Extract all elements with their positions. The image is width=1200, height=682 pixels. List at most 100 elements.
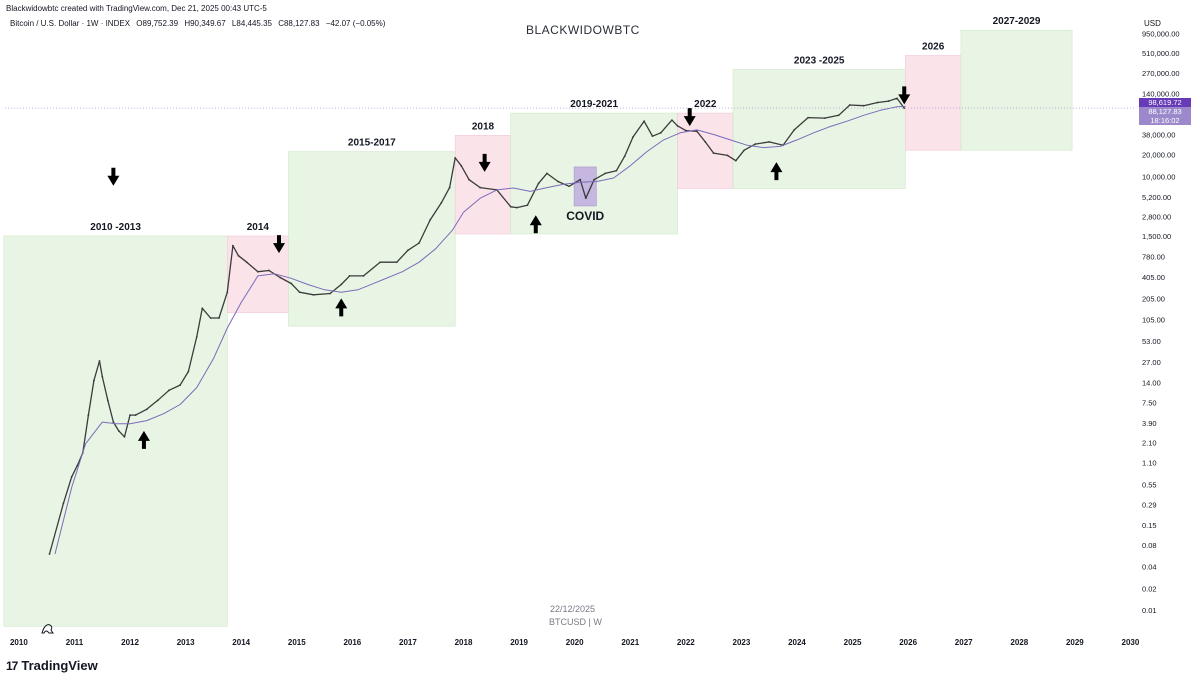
zone-9 [960, 29, 1073, 151]
price-point-62 [623, 155, 626, 158]
arrow-down-6 [683, 108, 696, 127]
price-point-5 [87, 414, 90, 416]
zone-label-8: 2026 [922, 41, 945, 52]
y-tick-label-8: 2,800.00 [1142, 212, 1171, 221]
y-tick-label-13: 105.00 [1142, 315, 1165, 324]
x-tick-label-15: 2025 [844, 638, 862, 647]
last-price-tag: 88,127.83 [1139, 107, 1191, 116]
price-point-58 [584, 197, 587, 200]
price-point-27 [245, 261, 248, 264]
price-point-25 [231, 244, 234, 247]
price-point-80 [807, 116, 809, 119]
price-point-40 [407, 249, 409, 252]
zone-8 [905, 55, 962, 151]
x-tick-label-18: 2028 [1010, 638, 1028, 647]
zone-labels-layer: 2010 -2013 2014 2015-2017 2018 2019-2021 COVI… [90, 16, 1041, 233]
price-point-17 [168, 389, 170, 392]
x-tick-label-17: 2027 [955, 638, 973, 647]
x-tick-label-1: 2011 [66, 638, 84, 647]
arrow-down-8 [898, 86, 911, 105]
x-tick-label-16: 2026 [899, 638, 917, 647]
y-tick-label-7: 5,200.00 [1142, 193, 1171, 202]
price-point-75 [743, 149, 746, 152]
y-tick-label-24: 0.08 [1142, 541, 1157, 550]
price-point-21 [201, 307, 204, 310]
price-point-82 [837, 114, 840, 117]
arrows-layer [107, 86, 911, 449]
attribution-text: Blackwidowbtc created with TradingView.c… [6, 4, 267, 13]
ohlc-change: −42.07 (−0.05%) [325, 19, 386, 28]
tradingview-logo[interactable]: 17 TradingView [6, 658, 98, 673]
y-tick-label-21: 0.55 [1142, 480, 1157, 489]
price-point-79 [793, 128, 796, 131]
price-point-81 [823, 117, 826, 119]
tradingview-logo-icon: 17 [6, 658, 18, 673]
y-tick-label-16: 14.00 [1142, 379, 1161, 388]
price-point-37 [362, 275, 365, 277]
x-tick-label-11: 2021 [621, 638, 639, 647]
x-tick-label-0: 2010 [10, 638, 28, 647]
x-tick-label-19: 2029 [1066, 638, 1084, 647]
price-point-46 [460, 164, 463, 167]
y-tick-label-27: 0.01 [1142, 606, 1157, 615]
zone-label-2: 2015-2017 [348, 138, 396, 149]
chart-title: BLACKWIDOWBTC [526, 23, 640, 37]
arrow-up-1 [137, 430, 150, 449]
price-point-73 [726, 154, 729, 157]
price-point-48 [479, 186, 482, 189]
price-point-1 [62, 502, 65, 505]
arrow-up-3 [335, 298, 348, 317]
price-point-6 [93, 379, 95, 382]
price-point-22 [209, 317, 212, 319]
price-point-35 [340, 283, 343, 286]
currency-label[interactable]: USD [1144, 19, 1161, 28]
price-point-51 [515, 206, 518, 209]
x-tick-label-5: 2015 [288, 638, 306, 647]
zone-6 [677, 112, 734, 189]
price-point-2 [70, 475, 73, 478]
x-tick-label-2: 2012 [121, 638, 139, 647]
x-tick-label-12: 2022 [677, 638, 695, 647]
price-point-74 [734, 159, 737, 162]
price-point-52 [526, 204, 529, 207]
x-tick-label-13: 2023 [733, 638, 751, 647]
symbol-legend[interactable]: Bitcoin / U.S. Dollar · 1W · INDEX O89,7… [10, 19, 389, 28]
zone-label-5: COVID [566, 209, 604, 223]
price-point-3 [76, 464, 79, 467]
y-tick-label-11: 405.00 [1142, 273, 1165, 282]
price-point-61 [615, 169, 618, 172]
price-point-55 [557, 180, 559, 183]
zone-label-0: 2010 -2013 [90, 222, 141, 233]
price-point-38 [379, 261, 382, 264]
price-point-85 [876, 101, 879, 104]
y-tick-label-3: 140,000.00 [1142, 90, 1180, 99]
price-point-42 [429, 219, 432, 221]
zone-5 [573, 166, 597, 207]
y-tick-label-23: 0.15 [1142, 521, 1157, 530]
price-point-56 [568, 185, 571, 188]
price-point-57 [579, 178, 582, 181]
price-point-65 [651, 135, 654, 138]
y-tick-label-15: 27.00 [1142, 358, 1161, 367]
y-tick-label-12: 205.00 [1142, 294, 1165, 303]
price-point-84 [862, 104, 865, 107]
price-point-60 [604, 172, 607, 175]
y-tick-label-5: 20,000.00 [1142, 151, 1175, 160]
price-point-44 [448, 186, 451, 189]
price-point-63 [632, 136, 634, 138]
price-point-41 [418, 242, 420, 244]
price-point-68 [676, 124, 679, 127]
price-point-14 [134, 414, 137, 416]
ohlc-open: O89,752.39 [136, 19, 179, 28]
price-point-34 [329, 292, 332, 295]
arrow-up-7 [770, 162, 783, 181]
y-tick-label-4: 38,000.00 [1142, 130, 1175, 139]
zone-2 [288, 151, 456, 327]
series-layer [5, 97, 1136, 555]
price-point-23 [218, 317, 220, 319]
zone-label-6: 2022 [694, 99, 717, 110]
y-tick-label-14: 53.00 [1142, 337, 1161, 346]
x-tick-label-14: 2024 [788, 638, 806, 647]
y-tick-label-9: 1,500.00 [1142, 232, 1171, 241]
